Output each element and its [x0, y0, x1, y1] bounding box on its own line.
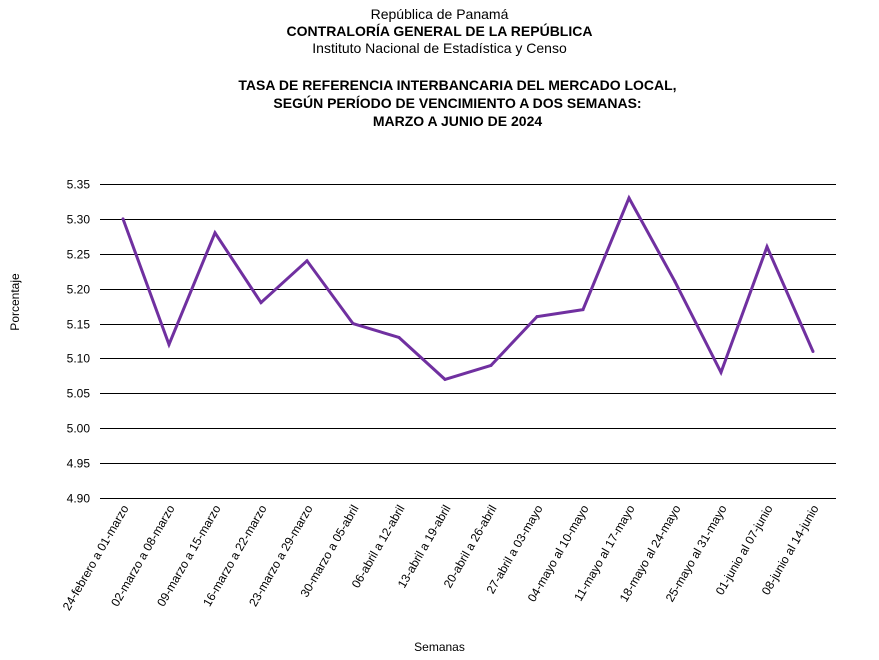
y-axis-label: Porcentaje — [8, 273, 22, 331]
data-point — [765, 245, 769, 249]
chart-title-line-2: SEGÚN PERÍODO DE VENCIMIENTO A DOS SEMAN… — [273, 95, 642, 111]
y-tick-label: 5.35 — [67, 178, 91, 192]
data-point — [535, 315, 539, 319]
y-tick-label: 5.05 — [67, 387, 91, 401]
data-point — [167, 342, 171, 346]
data-point — [259, 301, 263, 305]
data-point — [627, 196, 631, 200]
y-tick-label: 5.00 — [67, 422, 91, 436]
y-tick-label: 5.10 — [67, 352, 91, 366]
chart-title-line-3: MARZO A JUNIO DE 2024 — [372, 113, 543, 129]
data-point — [581, 308, 585, 312]
x-axis-label: Semanas — [414, 640, 465, 654]
y-tick-label: 5.15 — [67, 318, 91, 332]
header-institution: CONTRALORÍA GENERAL DE LA REPÚBLICA — [286, 23, 593, 39]
data-point — [443, 377, 447, 381]
header-country: República de Panamá — [370, 6, 509, 22]
y-tick-label: 4.95 — [67, 457, 91, 471]
data-point — [673, 280, 677, 284]
data-point — [121, 217, 125, 221]
y-tick-label: 5.25 — [67, 248, 91, 262]
y-tick-label: 5.30 — [67, 213, 91, 227]
series-line — [121, 194, 815, 382]
data-point — [719, 370, 723, 374]
header-institute: Instituto Nacional de Estadística y Cens… — [312, 40, 567, 56]
data-point — [213, 231, 217, 235]
data-point — [351, 322, 355, 326]
data-point — [397, 336, 401, 340]
y-tick-label: 4.90 — [67, 492, 91, 506]
chart-title-line-1: TASA DE REFERENCIA INTERBANCARIA DEL MER… — [238, 77, 677, 93]
y-tick-label: 5.20 — [67, 283, 91, 297]
data-point — [489, 363, 493, 367]
data-point — [811, 349, 815, 353]
data-point — [305, 259, 309, 263]
